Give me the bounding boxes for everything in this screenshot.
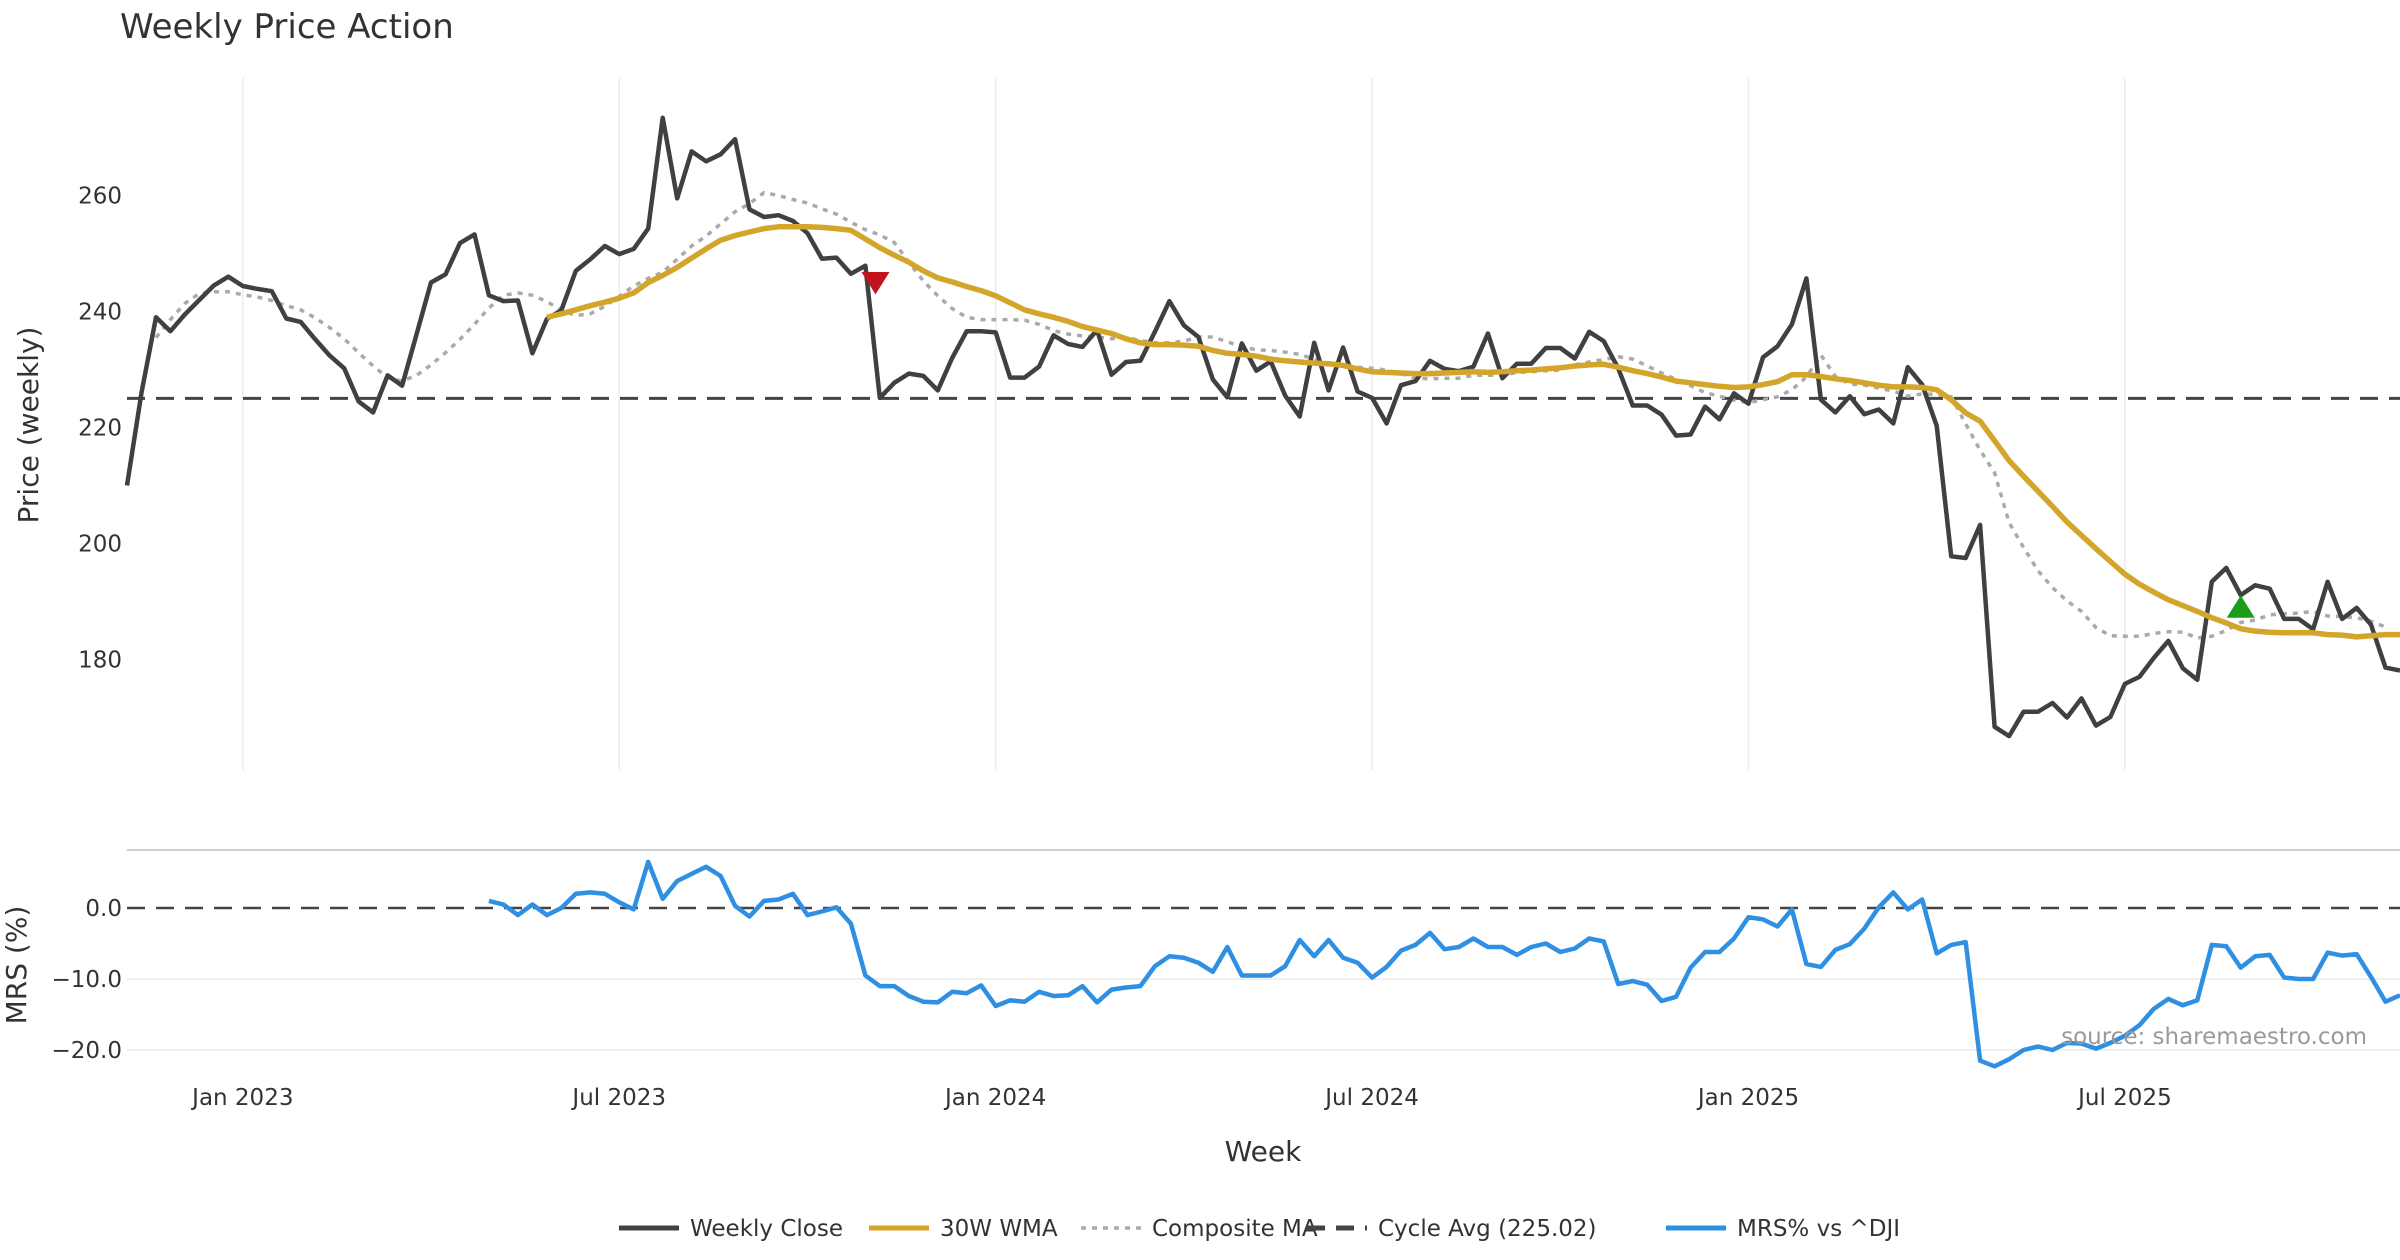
legend-item-weekly-close: Weekly Close [619, 1216, 843, 1242]
price-series-group [124, 115, 2400, 739]
composite-ma-line [154, 190, 2387, 640]
x-tick-label-jan-2023: Jan 2023 [190, 1085, 293, 1111]
legend-label: Cycle Avg (225.02) [1378, 1216, 1597, 1242]
x-tick-label-jan-2025: Jan 2025 [1696, 1085, 1799, 1111]
price-y-axis-label: Price (weekly) [12, 327, 45, 524]
weekly-close-line [124, 115, 2400, 739]
mrs-y-ticks: 0.0 −10.0 −20.0 [52, 896, 122, 1064]
chart-title: Weekly Price Action [120, 7, 454, 47]
legend-label: MRS% vs ^DJI [1737, 1216, 1900, 1242]
price-y-ticks: 180 200 220 240 260 [78, 184, 122, 674]
price-y-tick-label: 200 [78, 532, 122, 558]
legend-item-mrs-vs-dji: MRS% vs ^DJI [1666, 1216, 1900, 1242]
30w-wma-line [546, 224, 2400, 640]
sell-marker [861, 272, 890, 295]
x-ticks: Jan 2023 Jul 2023 Jan 2024 Jul 2024 Jan 2025… [190, 1085, 2172, 1111]
price-grid [242, 78, 2126, 770]
x-tick-label-jan-2024: Jan 2024 [943, 1085, 1046, 1111]
markers-group [861, 272, 2255, 618]
legend-item-30w-wma: 30W WMA [869, 1216, 1058, 1242]
x-tick-label-jul-2023: Jul 2023 [570, 1085, 666, 1111]
price-y-tick-label: 260 [78, 184, 122, 210]
buy-marker [2226, 595, 2255, 618]
legend-label: Composite MA [1152, 1216, 1318, 1242]
price-y-tick-label: 220 [78, 416, 122, 442]
mrs-y-axis-label: MRS (%) [0, 906, 33, 1025]
x-axis-label: Week [1225, 1135, 1302, 1168]
price-y-tick-label: 180 [78, 648, 122, 674]
mrs-y-tick-label: −20.0 [52, 1038, 122, 1064]
mrs-y-tick-label: 0.0 [85, 896, 122, 922]
x-tick-label-jul-2025: Jul 2025 [2076, 1085, 2172, 1111]
legend: Weekly Close 30W WMA Composite MA Cycle Avg… [619, 1216, 1900, 1242]
mrs-vs-dji-line [488, 859, 2400, 1069]
price-y-tick-label: 240 [78, 300, 122, 326]
legend-label: Weekly Close [690, 1216, 843, 1242]
legend-item-cycle-avg-225-02: Cycle Avg (225.02) [1307, 1216, 1597, 1242]
source-credit: source: sharemaestro.com [2061, 1024, 2367, 1050]
x-tick-label-jul-2024: Jul 2024 [1323, 1085, 1419, 1111]
mrs-grid [127, 978, 2400, 1051]
mrs-y-tick-label: −10.0 [52, 967, 122, 993]
legend-item-composite-ma: Composite MA [1081, 1216, 1318, 1242]
legend-label: 30W WMA [940, 1216, 1058, 1242]
mrs-series-group [488, 859, 2400, 1069]
